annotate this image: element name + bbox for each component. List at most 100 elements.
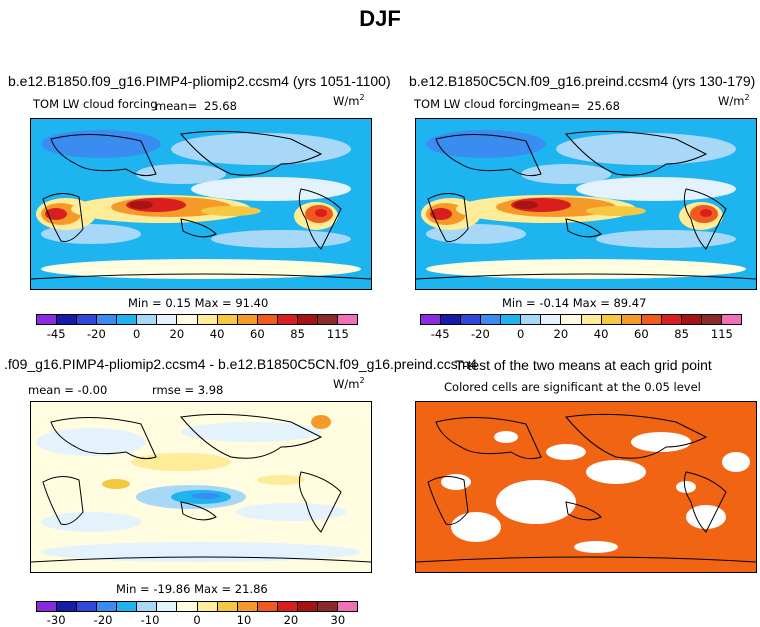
colorbar-tick-label: 85 (674, 327, 689, 341)
panel2-colorbar-ticks: -45 -20 0 20 40 60 85 115 (420, 327, 742, 341)
colorbar-swatch (317, 602, 338, 611)
colorbar-swatch (661, 315, 682, 324)
colorbar-swatch (317, 315, 338, 324)
colorbar-swatch (277, 602, 298, 611)
colorbar-tick-label: -45 (46, 327, 66, 341)
panel2-mean-label: mean= (538, 99, 581, 113)
panel1-map (30, 118, 372, 290)
panel1-map-svg (31, 119, 371, 289)
colorbar-swatch (157, 315, 178, 324)
colorbar-tick-label: 60 (634, 327, 649, 341)
colorbar-swatch (177, 602, 198, 611)
colorbar-tick-label: 40 (593, 327, 609, 341)
panel2-case-title: b.e12.B1850C5CN.f09_g16.preind.ccsm4 (yr… (409, 73, 756, 89)
colorbar-tick-label: -20 (470, 327, 490, 341)
panel3-minmax: Min = -19.86 Max = 21.86 (116, 582, 268, 596)
colorbar-swatch (57, 602, 78, 611)
colorbar-tick-label: 0 (132, 327, 141, 341)
colorbar-swatch (337, 315, 357, 324)
colorbar-swatch (701, 315, 722, 324)
colorbar-tick-label: 40 (209, 327, 225, 341)
colorbar-tick-label: 20 (283, 613, 299, 627)
panel2-mean-value: 25.68 (587, 99, 620, 113)
colorbar-swatch (681, 315, 702, 324)
colorbar-swatch (721, 315, 741, 324)
colorbar-swatch (621, 315, 642, 324)
colorbar-swatch (421, 315, 442, 324)
colorbar-tick-label: -20 (86, 327, 106, 341)
colorbar-swatch (237, 602, 258, 611)
colorbar-tick-label: -20 (93, 613, 113, 627)
colorbar-swatch (257, 315, 278, 324)
panel1-colorbar-ticks: -45 -20 0 20 40 60 85 115 (36, 327, 358, 341)
panel4-map-svg (416, 402, 756, 572)
colorbar-swatch (237, 315, 258, 324)
colorbar-swatch (217, 602, 238, 611)
colorbar-tick-label: 30 (330, 613, 346, 627)
panel3-case-title: .f09_g16.PIMP4-pliomip2.ccsm4 - b.e12.B1… (4, 356, 478, 372)
panel3-colorbar (36, 601, 358, 612)
colorbar-swatch (337, 602, 357, 611)
panel1-mean-label: mean= (155, 99, 198, 113)
colorbar-swatch (197, 602, 218, 611)
colorbar-tick-label: 20 (553, 327, 569, 341)
panel1-mean-value: 25.68 (204, 99, 237, 113)
colorbar-tick-label: 10 (236, 613, 252, 627)
colorbar-tick-label: 115 (710, 327, 733, 341)
panel3-map-svg (31, 402, 371, 572)
panel2-map (415, 118, 757, 290)
colorbar-swatch (277, 315, 298, 324)
colorbar-swatch (581, 315, 602, 324)
panel3-units: W/m2 (333, 376, 365, 391)
panel2-colorbar (420, 314, 742, 325)
panel3-colorbar-ticks: -30 -20 -10 0 10 20 30 (36, 613, 358, 627)
panel3-mean: mean = -0.00 (28, 383, 108, 397)
panel3-map (30, 401, 372, 573)
colorbar-swatch (641, 315, 662, 324)
panel3-rmse: rmse = 3.98 (152, 383, 224, 397)
panel2-minmax: Min = -0.14 Max = 89.47 (502, 296, 647, 310)
colorbar-swatch (77, 315, 98, 324)
colorbar-swatch (481, 315, 502, 324)
colorbar-tick-label: -10 (140, 613, 160, 627)
colorbar-swatch (541, 315, 562, 324)
panel2-variable: TOM LW cloud forcing (414, 97, 539, 111)
colorbar-tick-label: 60 (250, 327, 265, 341)
panel1-variable: TOM LW cloud forcing (33, 97, 158, 111)
colorbar-swatch (561, 315, 582, 324)
colorbar-tick-label: 85 (290, 327, 305, 341)
colorbar-swatch (297, 315, 318, 324)
colorbar-swatch (217, 315, 238, 324)
panel4-map (415, 401, 757, 573)
panel4-title: T-test of the two means at each grid poi… (455, 357, 712, 373)
colorbar-tick-label: -30 (46, 613, 66, 627)
colorbar-swatch (137, 315, 158, 324)
colorbar-swatch (57, 315, 78, 324)
colorbar-swatch (97, 315, 118, 324)
colorbar-swatch (117, 602, 138, 611)
panel1-minmax: Min = 0.15 Max = 91.40 (128, 296, 269, 310)
colorbar-tick-label: 0 (516, 327, 525, 341)
colorbar-tick-label: 115 (326, 327, 349, 341)
colorbar-swatch (601, 315, 622, 324)
colorbar-swatch (137, 602, 158, 611)
colorbar-tick-label: 0 (193, 613, 201, 627)
colorbar-swatch (157, 602, 178, 611)
colorbar-swatch (521, 315, 542, 324)
colorbar-swatch (461, 315, 482, 324)
panel4-subtitle: Colored cells are significant at the 0.0… (444, 380, 701, 394)
colorbar-swatch (97, 602, 118, 611)
colorbar-swatch (257, 602, 278, 611)
panel2-map-svg (416, 119, 756, 289)
panel1-case-title: b.e12.B1850.f09_g16.PIMP4-pliomip2.ccsm4… (8, 73, 391, 89)
panel1-units: W/m2 (333, 93, 365, 108)
colorbar-swatch (37, 315, 58, 324)
colorbar-tick-label: -45 (430, 327, 450, 341)
colorbar-swatch (441, 315, 462, 324)
colorbar-swatch (37, 602, 58, 611)
colorbar-swatch (117, 315, 138, 324)
panel2-units: W/m2 (718, 93, 750, 108)
colorbar-swatch (77, 602, 98, 611)
colorbar-swatch (501, 315, 522, 324)
colorbar-swatch (197, 315, 218, 324)
